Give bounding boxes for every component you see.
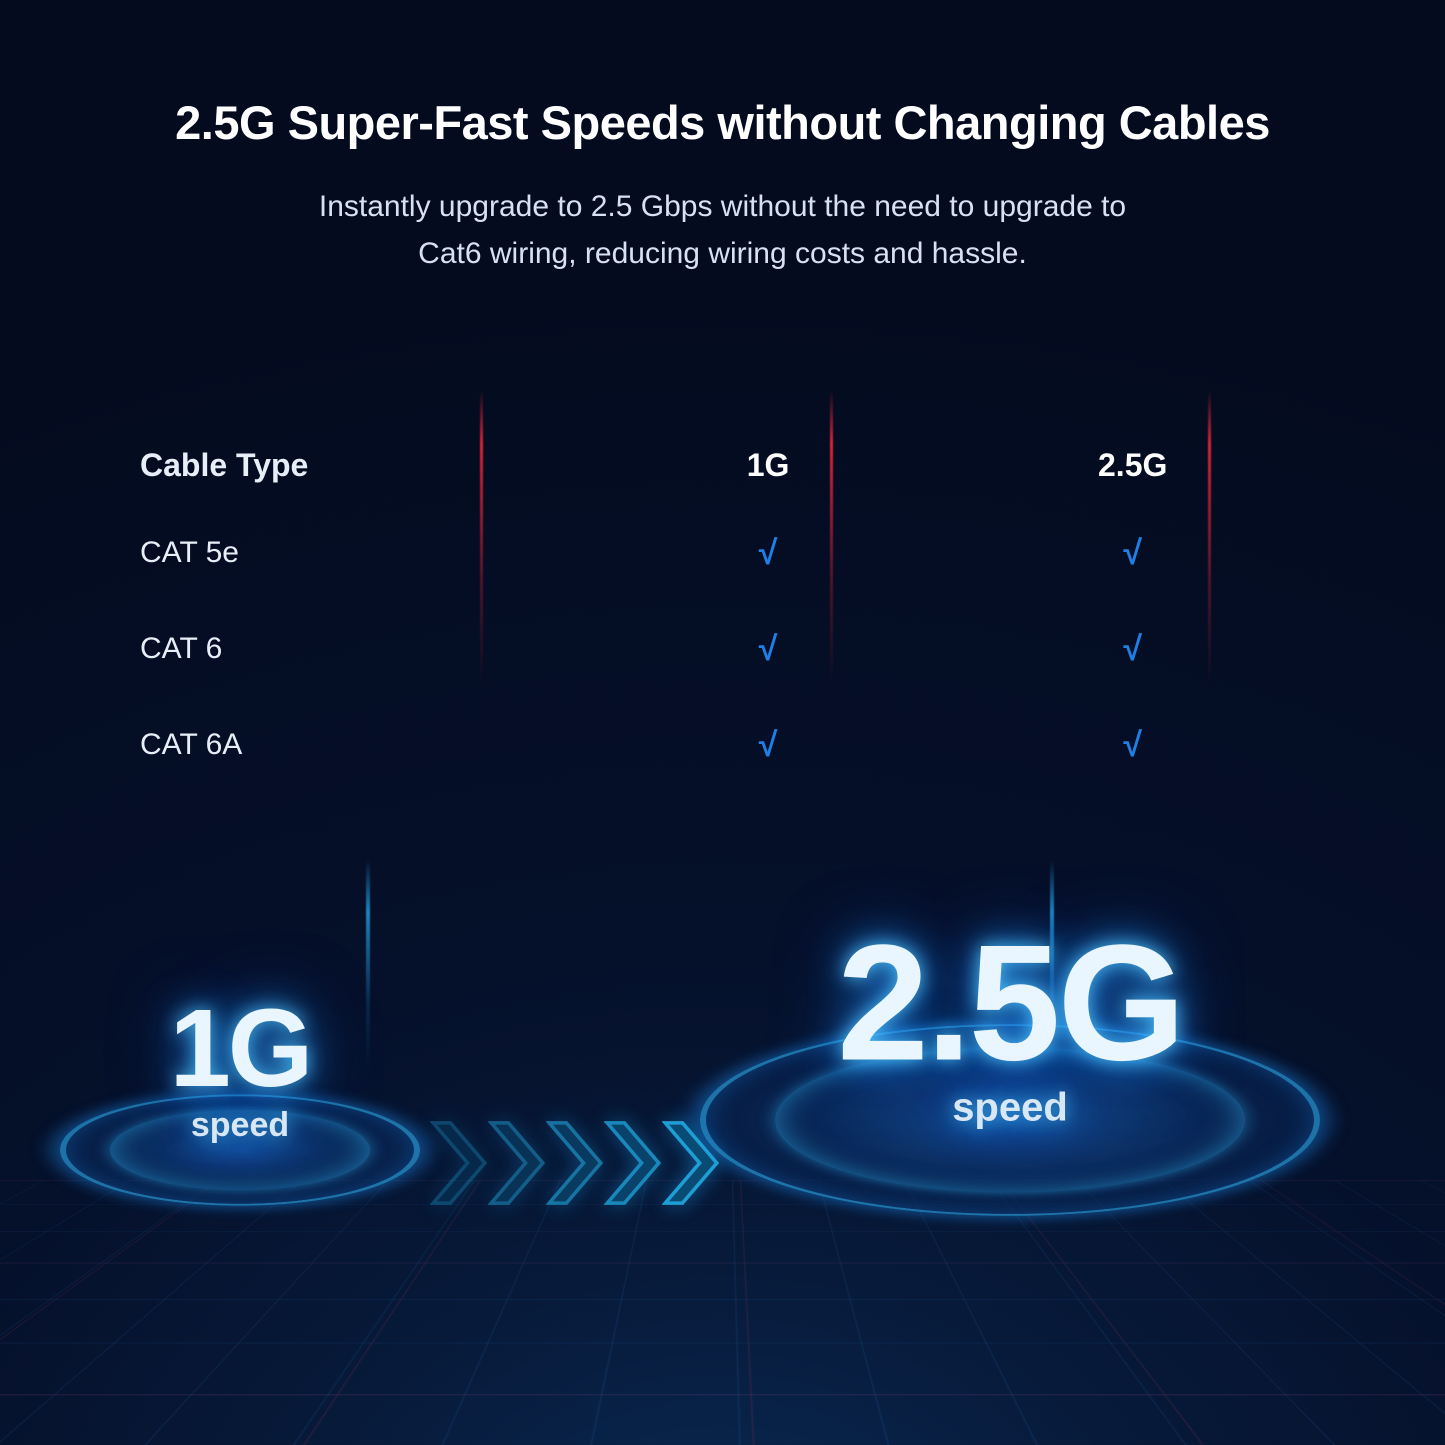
col-header-cable-type: Cable Type	[130, 447, 586, 484]
chevron-right-icon	[488, 1120, 546, 1206]
chevron-right-icon	[662, 1120, 720, 1206]
speed-value: 2.5G	[837, 929, 1183, 1078]
subtitle-line-1: Instantly upgrade to 2.5 Gbps without th…	[319, 190, 1126, 223]
chevron-right-icon	[546, 1120, 604, 1206]
check-icon: √	[759, 630, 778, 668]
cable-type-label: CAT 5e	[130, 536, 586, 570]
cable-type-label: CAT 6A	[130, 728, 586, 762]
check-icon: √	[1123, 630, 1142, 668]
cable-type-label: CAT 6	[130, 632, 586, 666]
speed-value: 1G	[170, 999, 311, 1098]
speed-label-2-5g: 2.5G speed	[837, 929, 1183, 1131]
cable-table: Cable Type 1G 2.5G CAT 5e √ √ CAT 6 √ √ …	[130, 425, 1315, 793]
table-row: CAT 6 √ √	[130, 601, 1315, 697]
check-icon: √	[1123, 726, 1142, 764]
speed-stage: 1G speed 2.5G speed	[0, 1000, 1445, 1380]
chevron-right-icon	[430, 1120, 488, 1206]
heading-block: 2.5G Super-Fast Speeds without Changing …	[0, 0, 1445, 277]
speed-caption: speed	[837, 1085, 1183, 1130]
page-title: 2.5G Super-Fast Speeds without Changing …	[0, 95, 1445, 150]
check-icon: √	[1123, 534, 1142, 572]
speed-label-1g: 1G speed	[170, 999, 311, 1145]
speed-caption: speed	[170, 1106, 311, 1145]
chevron-arrows	[430, 1120, 720, 1206]
chevron-right-icon	[604, 1120, 662, 1206]
col-header-2-5g: 2.5G	[950, 447, 1315, 484]
table-row: CAT 6A √ √	[130, 697, 1315, 793]
table-header-row: Cable Type 1G 2.5G	[130, 425, 1315, 505]
table-row: CAT 5e √ √	[130, 505, 1315, 601]
col-header-1g: 1G	[586, 447, 951, 484]
subtitle-line-2: Cat6 wiring, reducing wiring costs and h…	[418, 237, 1027, 270]
check-icon: √	[759, 726, 778, 764]
check-icon: √	[759, 534, 778, 572]
page-subtitle: Instantly upgrade to 2.5 Gbps without th…	[0, 184, 1445, 277]
